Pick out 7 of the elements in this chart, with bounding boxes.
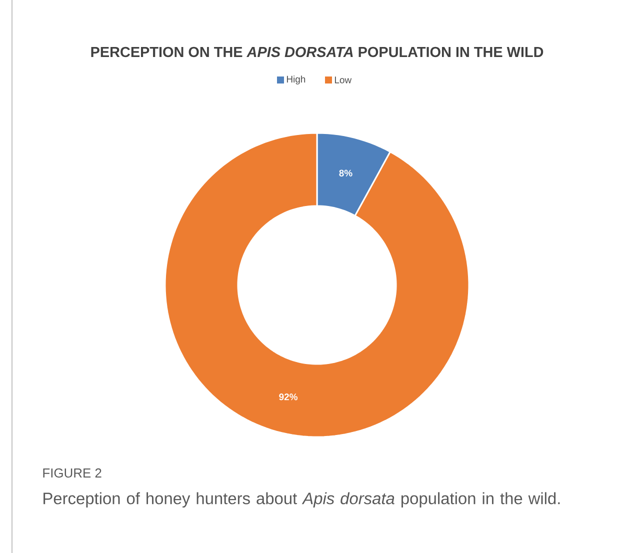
data-label: 8% [339,170,352,176]
chart-title: PERCEPTION ON THE APIS DORSATA POPULATION IN THE WILD [91,46,544,58]
text: Perception of honey hunters about Apis dorsata population in the wild. [44,492,560,508]
legend-label: Low [334,76,352,84]
legend-label: High [286,76,306,84]
data-label: 92% [279,394,298,400]
caption: FIGURE 2 [43,468,102,478]
